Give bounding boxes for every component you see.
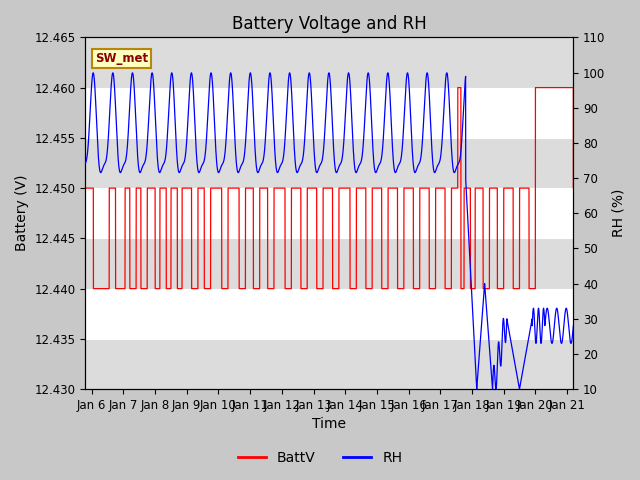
X-axis label: Time: Time	[312, 418, 346, 432]
Text: SW_met: SW_met	[95, 52, 148, 65]
Bar	[85, 138, 573, 188]
Title: Battery Voltage and RH: Battery Voltage and RH	[232, 15, 427, 33]
Legend: BattV, RH: BattV, RH	[232, 445, 408, 471]
Bar	[85, 37, 573, 87]
Bar	[85, 239, 573, 288]
Bar	[85, 339, 573, 389]
Y-axis label: RH (%): RH (%)	[611, 189, 625, 238]
Y-axis label: Battery (V): Battery (V)	[15, 175, 29, 252]
